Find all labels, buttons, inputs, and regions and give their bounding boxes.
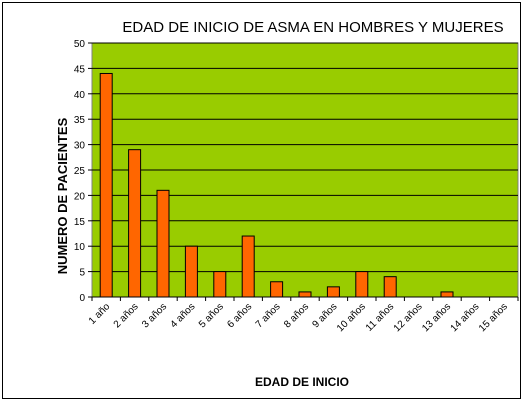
x-tick-label: 13 años (420, 301, 453, 334)
y-tick-label: 15 (74, 217, 86, 228)
chart-frame: EDAD DE INICIO DE ASMA EN HOMBRES Y MUJE… (2, 2, 521, 399)
x-tick-label: 6 años (225, 301, 254, 330)
bar (99, 72, 113, 298)
y-tick-label: 20 (74, 191, 86, 202)
x-tick-label: 14 años (449, 301, 482, 334)
x-tick-label: 1 año (87, 301, 113, 327)
bars (99, 72, 454, 298)
y-tick-label: 5 (79, 268, 85, 279)
x-tick-label: 4 años (169, 301, 198, 330)
bar (298, 291, 312, 298)
bar (241, 235, 255, 298)
x-tick-label: 15 años (477, 301, 510, 334)
x-tick-label: 12 años (392, 301, 425, 334)
y-tick-label: 30 (74, 141, 86, 152)
x-tick-label: 11 años (364, 301, 396, 333)
y-tick-label: 40 (74, 90, 86, 101)
bar (184, 245, 198, 298)
y-tick-label: 35 (74, 115, 86, 126)
bar (213, 271, 227, 298)
bar (383, 276, 397, 298)
chart-title: EDAD DE INICIO DE ASMA EN HOMBRES Y MUJE… (122, 19, 503, 36)
y-tick-label: 45 (74, 64, 86, 75)
bar (156, 189, 170, 298)
bar (355, 271, 369, 298)
x-tick-label: 3 años (140, 301, 169, 330)
x-tick-label: 5 años (197, 301, 226, 330)
y-tick-label: 10 (74, 242, 86, 253)
bar-chart: EDAD DE INICIO DE ASMA EN HOMBRES Y MUJE… (55, 19, 519, 389)
x-axis-title: EDAD DE INICIO (255, 375, 349, 389)
y-tick-label: 0 (79, 293, 85, 304)
x-tick-label: 2 años (112, 301, 141, 330)
x-axis-ticks: 1 año 2 años 3 años 4 años 5 años 6 años 7 año… (87, 297, 519, 334)
x-tick-label: 7 años (254, 301, 283, 330)
x-tick-label: 8 años (282, 301, 311, 330)
bar (128, 149, 142, 298)
bar (270, 281, 284, 298)
bar (326, 286, 340, 298)
y-tick-label: 50 (74, 39, 86, 50)
y-axis-title: NUMERO DE PACIENTES (55, 117, 70, 274)
y-tick-label: 25 (74, 166, 86, 177)
x-tick-label: 10 años (335, 301, 368, 334)
bar (440, 291, 454, 298)
